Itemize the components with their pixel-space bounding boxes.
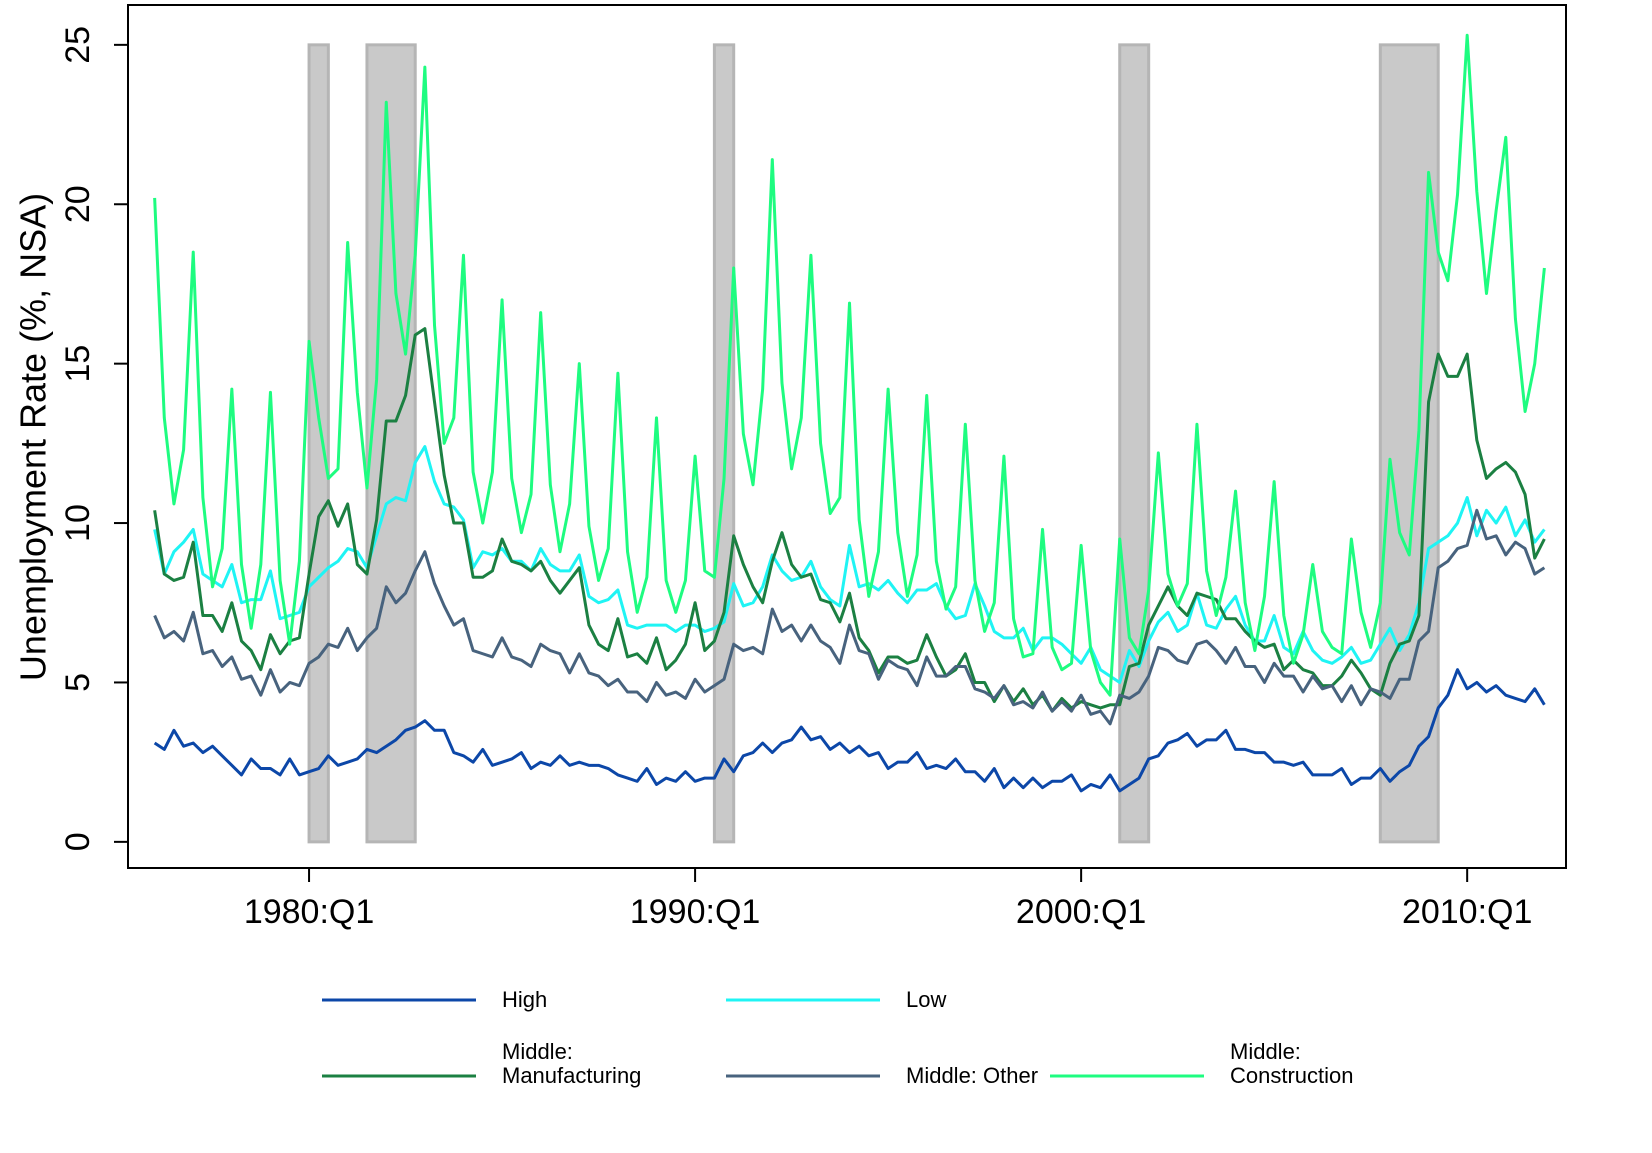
x-tick-label: 1980:Q1 [244, 893, 374, 931]
y-tick-label: 10 [59, 504, 97, 542]
x-tick-label: 1990:Q1 [630, 893, 760, 931]
legend-label: Middle: Construction [1230, 1039, 1354, 1088]
legend-label: High [502, 987, 548, 1012]
y-tick-label: 25 [59, 26, 97, 64]
y-axis-title: Unemployment Rate (%, NSA) [13, 193, 54, 681]
y-tick-label: 5 [59, 673, 97, 692]
recession-band [307, 43, 330, 844]
y-tick-label: 20 [59, 185, 97, 223]
series-line [153, 33, 1546, 697]
recession-band [1118, 43, 1151, 844]
y-tick-label: 15 [59, 345, 97, 383]
legend-label: Middle: Manufacturing [502, 1039, 642, 1088]
series-line [153, 508, 1546, 726]
legend-label: Middle: Other [906, 1063, 1039, 1088]
series-line [153, 445, 1546, 684]
x-tick-label: 2010:Q1 [1402, 893, 1532, 931]
y-tick-label: 0 [59, 832, 97, 851]
series-line [153, 668, 1546, 793]
legend-label: Low [906, 987, 947, 1012]
x-tick-label: 2000:Q1 [1016, 893, 1146, 931]
recession-band [1378, 43, 1440, 844]
plot-frame [127, 4, 1567, 869]
recession-band [365, 43, 417, 844]
series-line [153, 327, 1546, 713]
recession-band [712, 43, 736, 844]
